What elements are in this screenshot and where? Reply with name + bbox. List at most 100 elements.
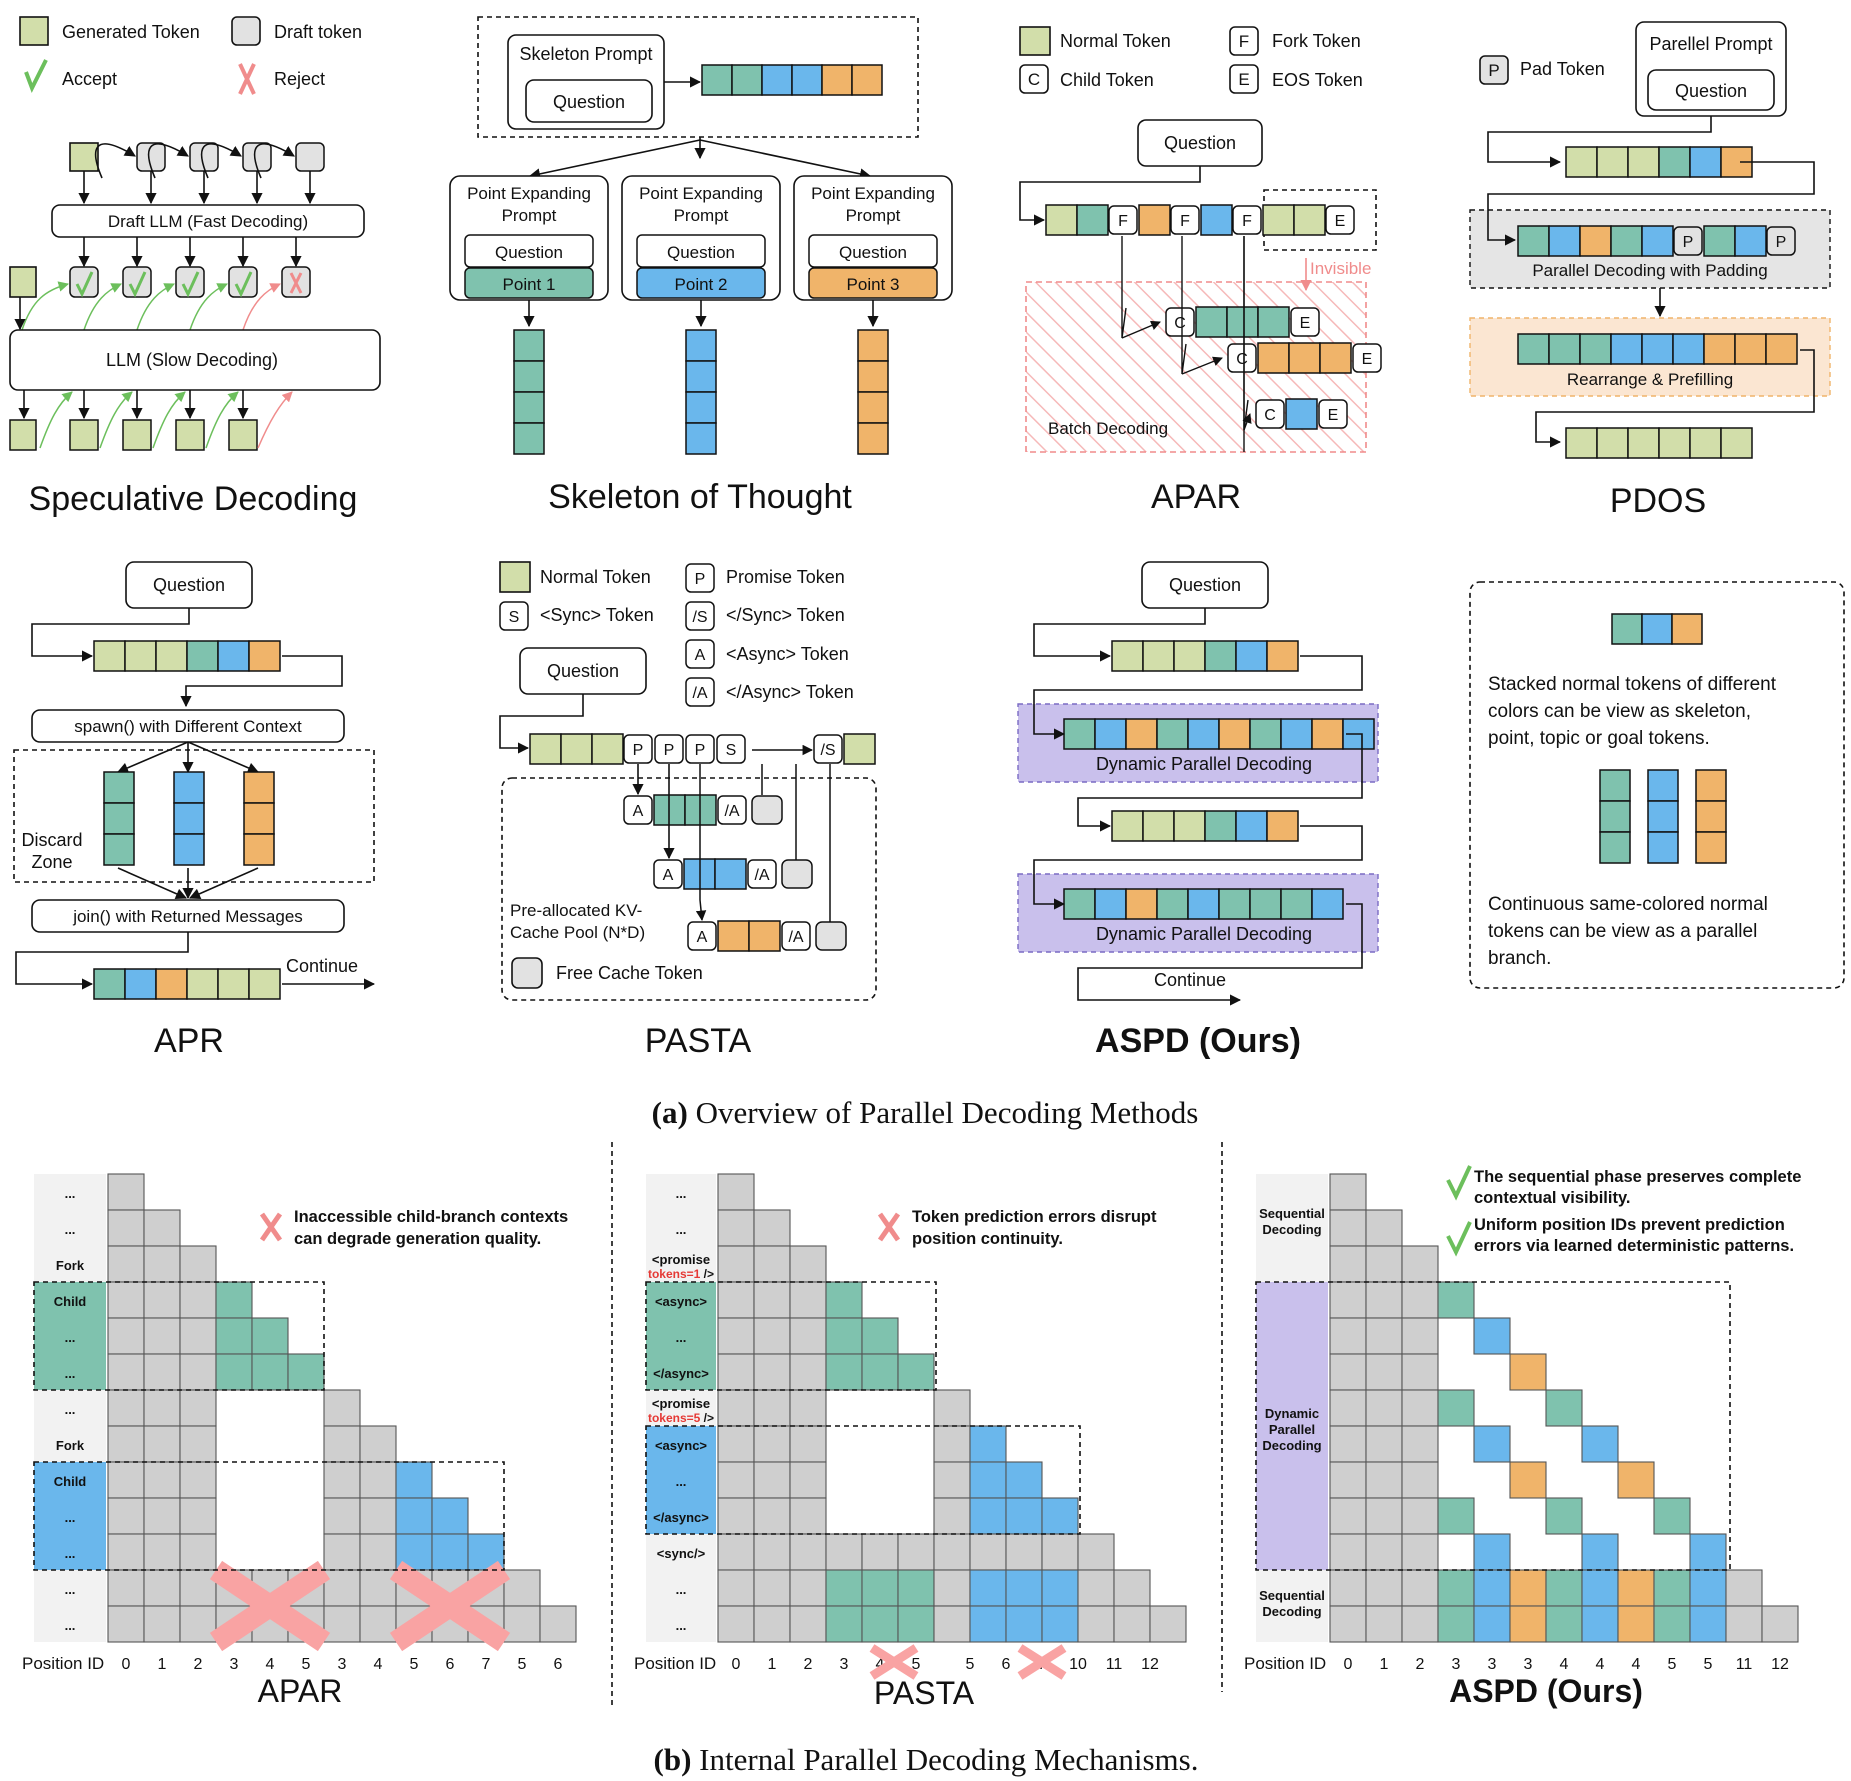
row-label: ... <box>65 1330 76 1345</box>
mask-cell <box>143 1389 181 1427</box>
mask-cell <box>1689 1605 1727 1643</box>
fork-token-legend-glyph: F <box>1239 32 1249 51</box>
pdwp-label: Parallel Decoding with Padding <box>1532 261 1767 280</box>
aspd-token <box>1173 640 1206 672</box>
point-branch-token <box>685 422 717 455</box>
draft-loop-arrow <box>253 143 295 179</box>
mask-cell <box>1329 1533 1367 1571</box>
b-pasta-title: PASTA <box>874 1675 975 1711</box>
mask-cell <box>1365 1353 1403 1391</box>
child-token <box>1255 399 1285 429</box>
mask-cell <box>107 1605 145 1643</box>
mask-cell <box>861 1569 899 1607</box>
mask-cell <box>1005 1497 1043 1535</box>
apr-branch-token <box>103 802 135 835</box>
position-id: 6 <box>554 1656 563 1673</box>
mask-cell <box>1437 1497 1475 1535</box>
pdos-legend-pad: Pad Token <box>1520 59 1605 79</box>
generated-token <box>69 419 99 451</box>
row-label-column <box>646 1174 716 1642</box>
mask-cell <box>107 1569 145 1607</box>
rearrange-label: Rearrange & Prefilling <box>1567 370 1733 389</box>
pdos-rearranged-token <box>1703 333 1736 365</box>
child-token-text: C <box>1264 407 1276 424</box>
mask-cell <box>753 1317 791 1355</box>
free-cache-token <box>781 859 813 889</box>
point-token <box>636 267 766 299</box>
fork-token-text: F <box>1118 213 1128 230</box>
eos-token-text: E <box>1300 315 1311 332</box>
pool-label-1: Pre-allocated KV- <box>510 901 642 920</box>
eos-token <box>1290 307 1320 337</box>
eos-token-text: E <box>1335 213 1346 230</box>
skeleton-token <box>791 64 823 96</box>
apr-output-token <box>217 968 250 1000</box>
position-id: 7 <box>482 1656 491 1673</box>
mask-cell <box>933 1605 971 1643</box>
async-label-bg <box>646 1282 716 1390</box>
mask-cell <box>1329 1497 1367 1535</box>
note-token <box>1671 613 1703 645</box>
inaccessible-cross-icon <box>209 1560 331 1652</box>
mask-cell <box>789 1245 827 1283</box>
position-id: 6 <box>1002 1656 1011 1673</box>
aspd-parallel-token <box>1125 718 1158 750</box>
apar-legend-child: Child Token <box>1060 70 1154 90</box>
position-id: 10 <box>1069 1656 1087 1673</box>
generated-token <box>228 419 258 451</box>
point-branch-token <box>857 422 889 455</box>
note-token <box>1641 613 1673 645</box>
position-id-label: Position ID <box>22 1654 104 1673</box>
apar-token <box>1076 204 1109 236</box>
legend-generated-swatch <box>19 16 49 46</box>
row-label: tokens=1 /> <box>648 1267 714 1281</box>
mask-cell <box>717 1389 755 1427</box>
pdos-output-token <box>1565 427 1598 459</box>
pdos-token <box>1734 225 1767 257</box>
mask-cell <box>1041 1569 1079 1607</box>
skeleton-token <box>761 64 793 96</box>
row-label: ... <box>676 1330 687 1345</box>
mask-cell <box>1329 1281 1367 1319</box>
mask-cell <box>717 1569 755 1607</box>
dpd-label-1: Dynamic Parallel Decoding <box>1096 754 1312 774</box>
mask-cell <box>1329 1245 1367 1283</box>
point-token <box>808 267 938 299</box>
mask-cell <box>717 1173 755 1211</box>
endasync-token-text: /A <box>754 867 769 884</box>
promise-token-text: P <box>695 742 706 759</box>
mask-cell <box>107 1281 145 1319</box>
mask-cell <box>107 1389 145 1427</box>
sync-token <box>716 734 746 764</box>
pasta-legend-endasync: </Async> Token <box>726 682 854 702</box>
pdos-rearranged-token <box>1672 333 1705 365</box>
pdos-token <box>1548 225 1581 257</box>
endasync-token <box>717 795 747 825</box>
mask-cell <box>1401 1461 1439 1499</box>
panel-b: ...... Fork Child......... Fork Child.......… <box>22 1142 1801 1711</box>
seq-label-1: Sequential <box>1259 1206 1325 1221</box>
check-icon <box>24 59 48 93</box>
mask-cell <box>1365 1209 1403 1247</box>
mask-cell <box>753 1605 791 1643</box>
eos-token <box>1325 205 1355 235</box>
aspd-token <box>1266 640 1299 672</box>
apr-branch-token <box>173 771 205 804</box>
mask-cell <box>1401 1569 1439 1607</box>
mask-cell <box>753 1245 791 1283</box>
mask-cell <box>251 1353 289 1391</box>
mask-cell <box>1473 1533 1511 1571</box>
seq-label-2: Sequential <box>1259 1588 1325 1603</box>
note-branch-token <box>1695 831 1727 864</box>
mask-cell <box>143 1497 181 1535</box>
child-branch-token <box>1257 306 1290 338</box>
aspd-token <box>1142 640 1175 672</box>
position-id: 4 <box>876 1656 885 1673</box>
aspd-token <box>1204 810 1237 842</box>
pep-label: Point Expanding <box>811 184 935 203</box>
point-branch-token <box>513 329 545 362</box>
position-id: 0 <box>122 1656 131 1673</box>
point-branch-token <box>685 391 717 424</box>
endsync-token <box>813 734 843 764</box>
